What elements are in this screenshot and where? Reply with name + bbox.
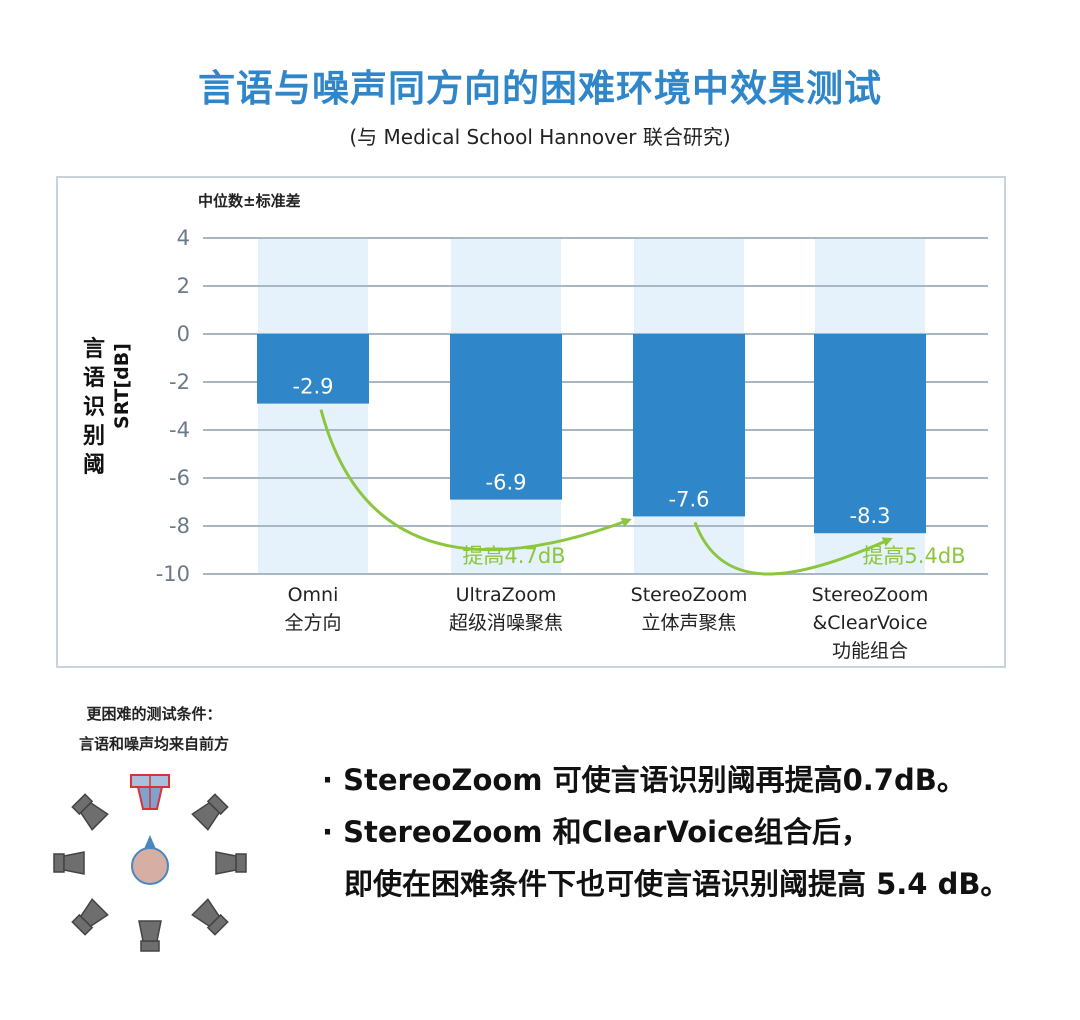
bar xyxy=(633,334,745,517)
page-subtitle: (与 Medical School Hannover 联合研究) xyxy=(349,125,731,149)
front-speaker-icon xyxy=(130,774,170,810)
x-tick-label: 超级消噪聚焦 xyxy=(449,612,563,634)
test-condition-label: 更困难的测试条件： xyxy=(86,705,222,723)
speaker-icon xyxy=(191,898,229,936)
y-tick-label: -6 xyxy=(169,466,190,490)
speaker-icon xyxy=(191,793,229,831)
speaker-icon xyxy=(71,793,109,831)
speaker-setup-diagram xyxy=(53,774,247,952)
bar-chart: 4 2 0 -2 -4 -6 -8 -10 -2.9 -6.9 -7.6 -8.3 Omni 全方向 Ult… xyxy=(82,192,988,662)
x-tick-label: UltraZoom xyxy=(456,584,557,606)
test-condition-detail: 言语和噪声均来自前方 xyxy=(78,735,229,753)
category-band xyxy=(258,238,368,574)
improvement-arrow xyxy=(319,409,632,552)
bar xyxy=(450,334,562,500)
bar-value-label: -6.9 xyxy=(486,471,527,495)
page-title: 言语与噪声同方向的困难环境中效果测试 xyxy=(198,67,882,110)
bar-value-label: -7.6 xyxy=(669,487,710,511)
summary-bullet: · StereoZoom 可使言语识别阈再提高0.7dB。 xyxy=(322,763,966,797)
x-tick-label: StereoZoom xyxy=(631,584,748,606)
y-axis-label-char: 言 xyxy=(83,336,105,362)
bar xyxy=(257,334,369,404)
speaker-icon xyxy=(71,898,109,936)
improvement-label: 提高4.7dB xyxy=(462,544,565,568)
y-axis-label-char: 识 xyxy=(83,395,105,420)
y-axis-label-char: 阈 xyxy=(83,452,105,478)
x-tick-label: StereoZoom xyxy=(812,584,929,606)
y-tick-label: -2 xyxy=(169,370,190,394)
improvement-arrow xyxy=(693,521,893,576)
listener-head-icon xyxy=(131,835,169,885)
y-tick-label: 2 xyxy=(177,274,190,298)
chart-subtitle: 中位数±标准差 xyxy=(198,192,301,210)
y-tick-label: -10 xyxy=(156,562,190,586)
speaker-icon xyxy=(53,851,85,875)
y-tick-label: -8 xyxy=(169,514,190,538)
y-tick-label: -4 xyxy=(169,418,190,442)
x-tick-label: &ClearVoice xyxy=(812,612,927,634)
summary-bullet-continuation: 即使在困难条件下也可使言语识别阈提高 5.4 dB。 xyxy=(344,867,1010,901)
y-axis-unit-label: SRT[dB] xyxy=(111,343,133,429)
speaker-icon xyxy=(215,851,247,875)
y-axis-label-char: 别 xyxy=(82,424,105,449)
bar xyxy=(814,334,926,534)
summary-bullet: · StereoZoom 和ClearVoice组合后， xyxy=(322,815,870,849)
y-axis-label-char: 语 xyxy=(83,366,105,391)
x-tick-label: 全方向 xyxy=(284,612,341,634)
speaker-icon xyxy=(138,920,162,952)
chart-frame: 4 2 0 -2 -4 -6 -8 -10 -2.9 -6.9 -7.6 -8.3 Omni 全方向 Ult… xyxy=(56,176,1006,668)
y-tick-label: 4 xyxy=(177,226,190,250)
y-tick-label: 0 xyxy=(177,322,190,346)
x-tick-label: Omni xyxy=(288,584,339,606)
improvement-label: 提高5.4dB xyxy=(862,544,965,568)
bar-value-label: -2.9 xyxy=(293,375,334,399)
x-tick-label: 立体声聚焦 xyxy=(641,612,736,634)
bar-value-label: -8.3 xyxy=(850,504,891,528)
x-tick-label: 功能组合 xyxy=(832,640,908,662)
